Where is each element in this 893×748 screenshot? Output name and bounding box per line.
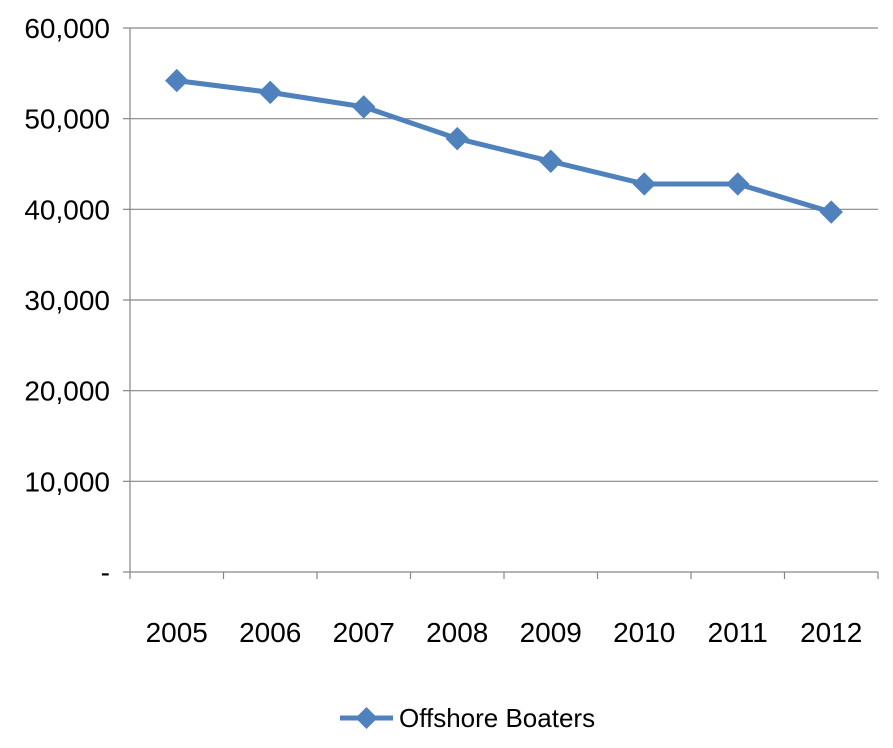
y-tick-label: 10,000 xyxy=(24,466,110,497)
data-point-marker xyxy=(445,126,469,151)
data-point-marker xyxy=(352,95,376,119)
y-tick-label: 20,000 xyxy=(24,376,110,407)
data-point-marker xyxy=(258,80,282,105)
gridlines xyxy=(130,27,878,482)
data-point-marker xyxy=(726,172,750,196)
legend-marker-swatch xyxy=(355,707,378,729)
x-tick-label: 2007 xyxy=(333,617,395,648)
x-tick-label: 2010 xyxy=(613,617,675,648)
x-tick-label: 2012 xyxy=(800,617,862,648)
y-tick-label: 50,000 xyxy=(24,104,110,135)
x-tick-label: 2011 xyxy=(708,617,768,648)
series-lines xyxy=(174,78,834,215)
data-point-marker xyxy=(632,172,656,196)
data-point-marker xyxy=(539,149,563,173)
data-point-markers xyxy=(165,68,843,224)
x-tick-label: 2006 xyxy=(239,617,301,648)
legend: Offshore Boaters xyxy=(340,703,595,733)
y-tick-label: - xyxy=(101,557,110,588)
y-tick-label: 30,000 xyxy=(24,285,110,316)
y-tick-label: 60,000 xyxy=(24,13,110,44)
x-tick-label: 2009 xyxy=(520,617,582,648)
axes xyxy=(123,27,879,579)
legend-label: Offshore Boaters xyxy=(399,703,595,733)
data-point-marker xyxy=(165,68,189,93)
data-point-marker xyxy=(819,200,843,224)
x-tick-label: 2005 xyxy=(146,617,208,648)
series-line xyxy=(174,78,834,215)
x-tick-label: 2008 xyxy=(426,617,488,648)
y-axis-tick-labels: - 10,000 20,000 30,000 40,000 50,000 60,000 xyxy=(24,13,110,588)
x-axis-tick-labels: 2005 2006 2007 2008 2009 2010 2011 2012 xyxy=(146,617,863,648)
y-tick-label: 40,000 xyxy=(24,194,110,225)
